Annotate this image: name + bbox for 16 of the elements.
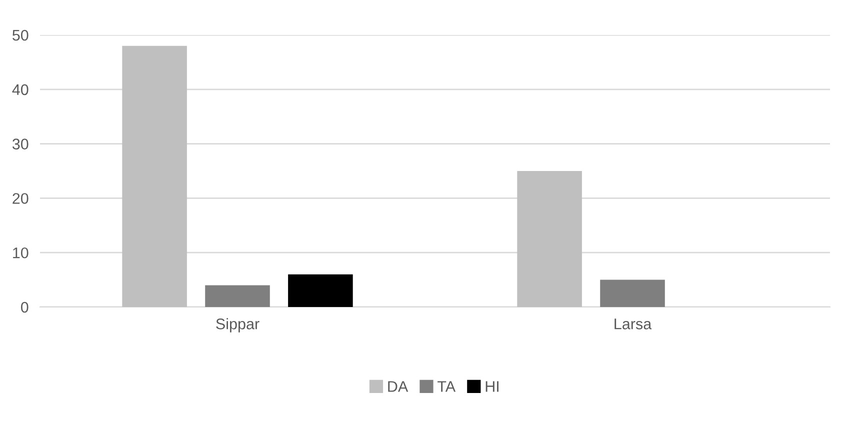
legend-label: HI (486, 381, 498, 392)
bar (517, 171, 582, 307)
bar (122, 46, 187, 307)
x-tick-label: Sippar (216, 318, 260, 332)
y-tick-label: 50 (12, 30, 28, 41)
legend-label: TA (438, 381, 456, 392)
y-tick-label: 10 (13, 247, 28, 258)
legend-label: DA (388, 381, 408, 392)
bar (600, 280, 665, 307)
x-tick-label: Larsa (614, 318, 652, 330)
y-tick-label: 30 (12, 138, 28, 150)
y-tick-label: 0 (20, 302, 28, 313)
bar (205, 285, 270, 307)
y-tick-label: 40 (12, 84, 28, 96)
y-tick-label: 20 (12, 193, 28, 204)
bar (288, 274, 353, 307)
